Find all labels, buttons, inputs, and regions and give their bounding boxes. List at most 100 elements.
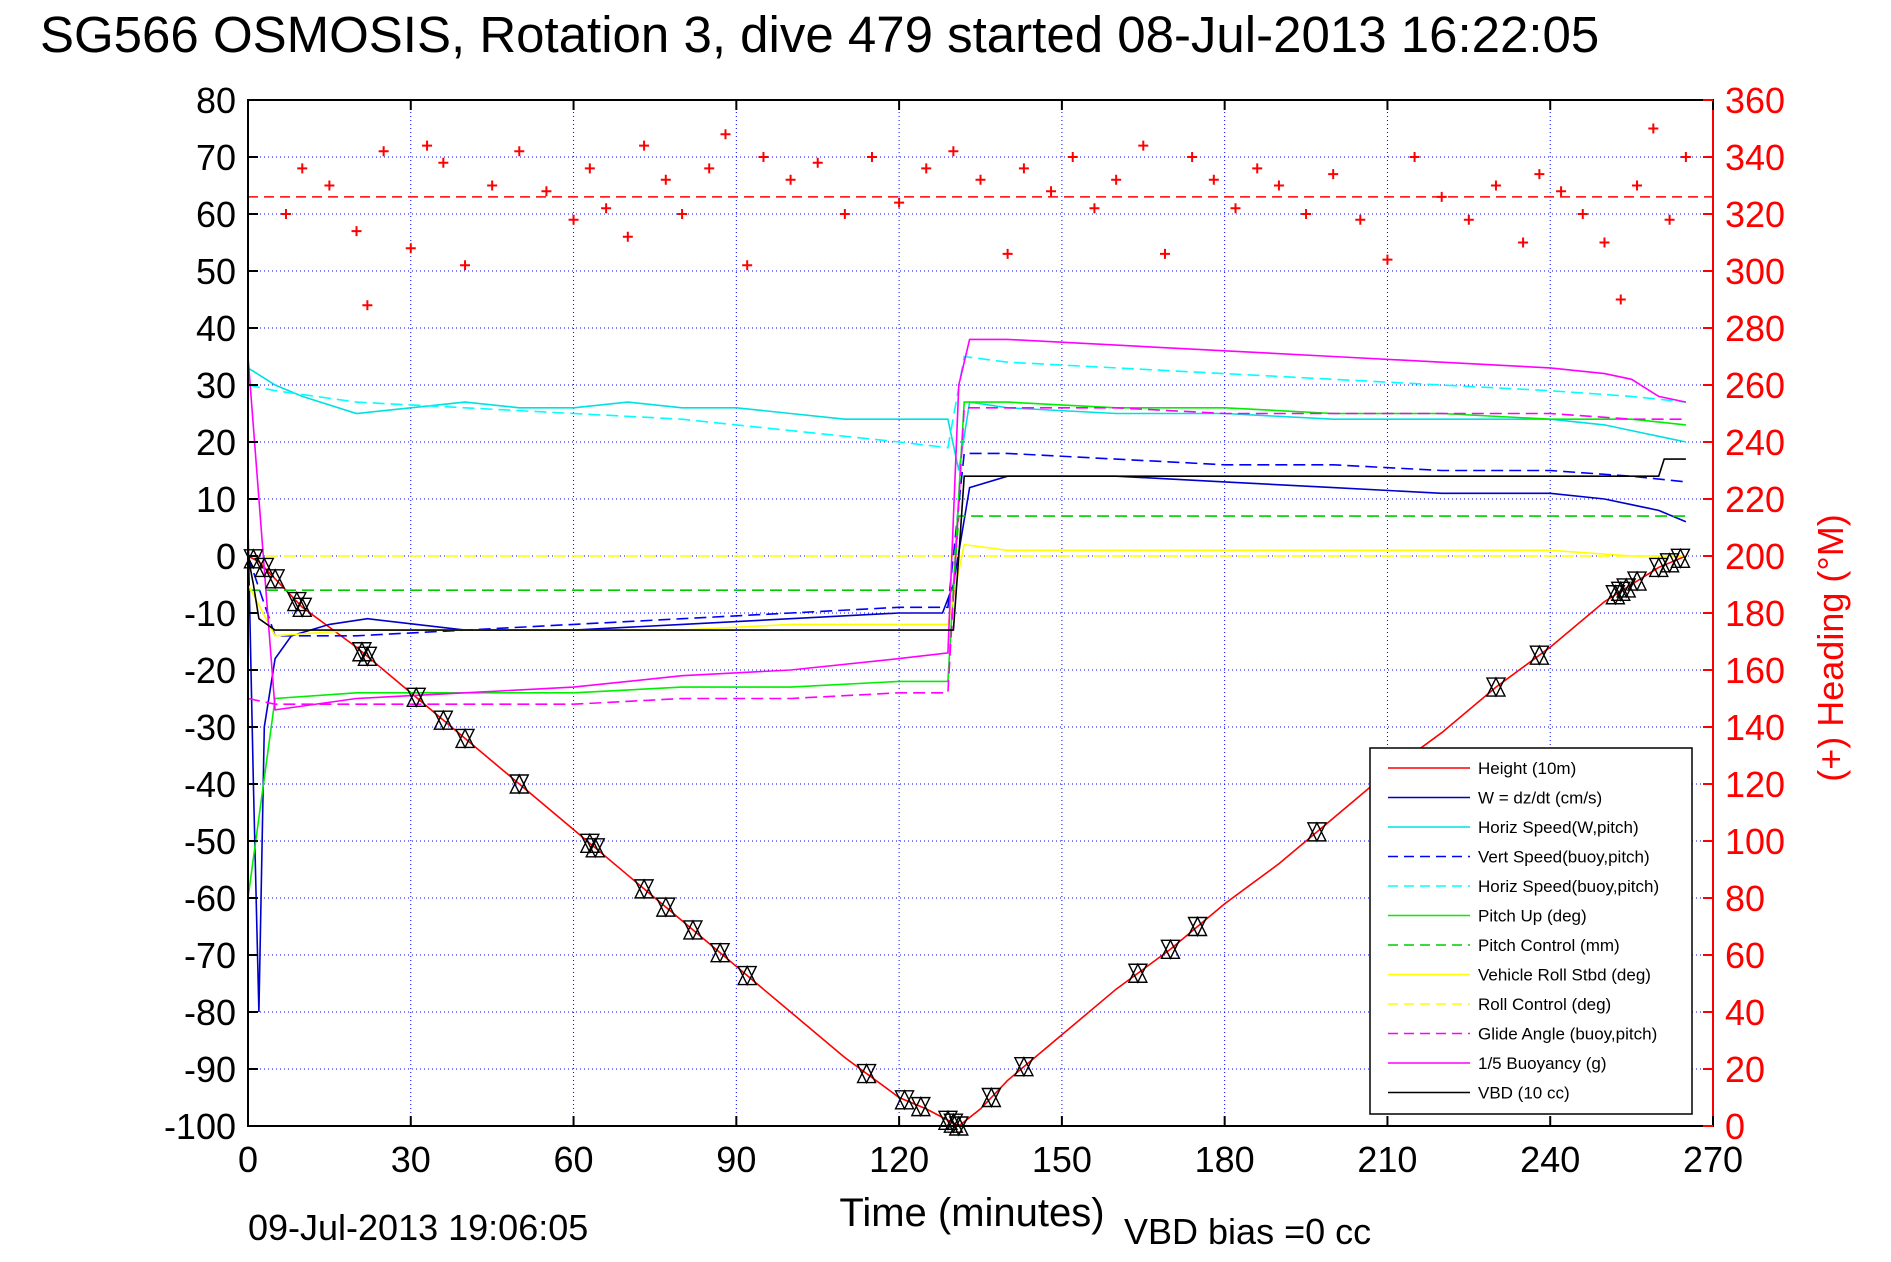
depth-marker [910,1096,931,1118]
y2-tick-label: 60 [1725,935,1765,976]
y-tick-label: -70 [184,935,236,976]
heading-point [677,209,688,219]
heading-point [1018,163,1029,174]
legend-label: Pitch Control (mm) [1478,936,1620,955]
heading-point [1046,186,1057,197]
heading-point [742,260,753,271]
legend-box [1369,747,1693,1115]
depth-marker [1127,962,1148,984]
depth-marker [937,1109,959,1131]
depth-marker [709,942,731,964]
depth-marker [737,964,758,987]
heading-point [1159,248,1170,259]
y2-tick-label: 120 [1725,764,1785,805]
heading-point [1252,163,1263,174]
heading-point [1436,191,1447,202]
y2-tick-label: 20 [1725,1049,1765,1090]
depth-marker [682,919,704,941]
depth-marker [351,641,373,663]
heading-point [1002,248,1013,259]
heading-point [758,152,769,162]
y2-tick-label: 140 [1725,707,1785,748]
heading-point [351,226,362,237]
y-tick-label: 0 [216,536,236,577]
y2-tick-label: 0 [1725,1106,1745,1147]
series-line [247,407,1686,705]
legend-label: W = dz/dt (cm/s) [1478,789,1602,808]
heading-point [1577,209,1588,219]
y-tick-label: 10 [196,479,236,520]
y2-tick-label: 280 [1725,308,1785,349]
heading-point [1648,123,1659,134]
depth-marker [433,709,454,731]
heading-point [894,197,905,208]
heading-point [639,140,650,151]
x-tick-label: 150 [1032,1139,1092,1180]
y2-tick-label: 240 [1725,422,1785,463]
heading-point [514,146,525,157]
heading-point [1355,214,1366,225]
depth-marker [981,1086,1002,1109]
y2-tick-label: 220 [1725,479,1785,520]
legend-label: VBD (10 cc) [1478,1084,1570,1103]
series-line [247,338,1687,711]
depth-marker [1626,570,1648,592]
x-tick-label: 210 [1357,1139,1417,1180]
legend-label: Horiz Speed(buoy,pitch) [1478,877,1659,896]
legend-label: Vehicle Roll Stbd (deg) [1478,966,1651,985]
heading-point [660,174,671,185]
depth-marker [894,1089,915,1111]
depth-marker [943,1112,964,1134]
depth-marker [1485,676,1507,698]
heading-point [785,174,796,185]
heading-point [541,186,552,197]
heading-point [297,163,308,174]
heading-point [487,180,498,191]
heading-point [622,231,633,242]
heading-point [1089,203,1100,214]
series-line [247,355,1686,449]
y-tick-label: 80 [196,80,236,121]
y-tick-label: -20 [184,650,236,691]
x-tick-label: 240 [1520,1139,1580,1180]
depth-marker [579,832,600,854]
legend-label: Vert Speed(buoy,pitch) [1478,848,1650,867]
heading-point [1187,152,1198,162]
heading-point [405,243,416,254]
depth-marker [655,896,676,918]
heading-point [704,163,715,174]
depth-marker [292,596,313,618]
depth-marker [1306,821,1328,843]
y2-tick-label: 100 [1725,821,1785,862]
y2-tick-label: 80 [1725,878,1765,919]
heading-point [1632,180,1643,191]
heading-point [1067,152,1078,162]
x-axis-label: Time (minutes) [839,1191,1104,1235]
right-axis-label: (+) Heading (°M) [1810,514,1851,781]
depth-marker [585,837,606,859]
depth-marker [509,773,530,795]
x-tick-label: 180 [1195,1139,1255,1180]
heading-point [1382,254,1393,265]
axes: 0 30 60 90 120 150 180 210 240 270 80 70 60 50 40 30 20 1… [164,80,1785,1180]
depth-marker [633,878,655,900]
x-tick-label: 270 [1683,1139,1743,1180]
depth-marker [254,556,275,578]
y2-tick-label: 260 [1725,365,1785,406]
heading-point [1490,180,1501,191]
x-tick-label: 60 [554,1139,594,1180]
y2-tick-label: 40 [1725,992,1765,1033]
y-tick-label: 20 [196,422,236,463]
heading-point [1409,152,1420,162]
y-tick-label: -80 [184,992,236,1033]
chart-title: SG566 OSMOSIS, Rotation 3, dive 479 star… [40,6,1599,63]
y2-tick-label: 160 [1725,650,1785,691]
heading-point [975,174,986,185]
y-tick-label: -90 [184,1049,236,1090]
depth-marker [357,645,378,667]
heading-point [1556,186,1567,197]
heading-point [378,146,389,157]
y2-tick-label: 300 [1725,251,1785,292]
heading-point [1599,237,1610,248]
